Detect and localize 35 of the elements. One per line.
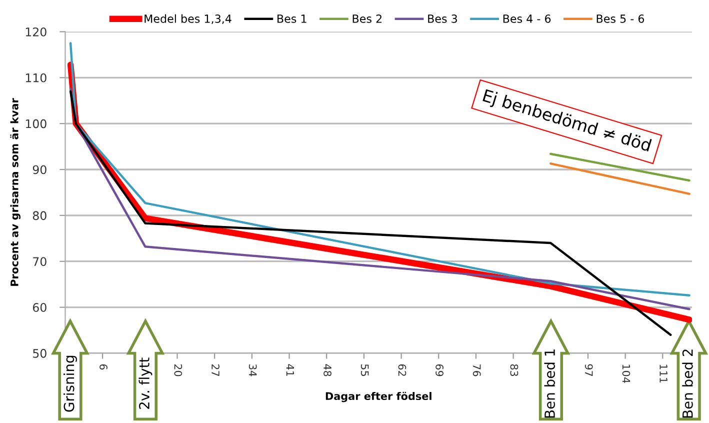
x-tick-label: 97 (584, 364, 593, 376)
y-tick-label: 90 (32, 165, 46, 174)
x-tick-label: 48 (324, 364, 332, 376)
y-tick-label: 110 (26, 73, 46, 82)
x-tick-label: 6 (100, 364, 108, 370)
y-tick-label: 70 (33, 257, 46, 266)
legend-label: Bes 2 (352, 14, 382, 23)
legend-label: Bes 5 - 6 (596, 14, 644, 23)
x-axis-title: Dagar efter födsel (326, 392, 432, 402)
legend-label: Bes 1 (278, 14, 306, 23)
legend-label: Bes 4 - 6 (503, 14, 551, 23)
x-tick-label: 76 (472, 364, 481, 376)
x-tick-label: 27 (212, 364, 220, 376)
x-tick-label: 34 (248, 364, 257, 376)
x-tick-label: 111 (660, 364, 668, 383)
text: 2v. flytt (138, 358, 152, 409)
x-tick-label: 69 (436, 364, 444, 376)
annotation: Ben bed 2 (682, 350, 693, 418)
text: Grisning (64, 356, 77, 412)
x-tick-label: 62 (398, 364, 406, 376)
y-tick-label: 50 (33, 348, 46, 358)
x-tick-label: 41 (286, 364, 294, 376)
line-series (69, 42, 690, 296)
x-tick-label: 55 (360, 364, 369, 376)
y-axis-title: Procent av grisarna som är kvar (10, 98, 20, 286)
y-tick-label: 100 (26, 119, 46, 128)
legend-label: Medel bes 1,3,4 (144, 14, 232, 24)
x-tick-label: 83 (510, 364, 518, 376)
x-tick-label: 104 (622, 364, 630, 383)
y-tick-label: 60 (32, 303, 46, 312)
annotation: Ben bed 1 (544, 350, 555, 418)
x-tick-label: 20 (174, 364, 182, 376)
y-tick-label: 80 (32, 211, 46, 220)
legend-label: Bes 3 (428, 14, 457, 23)
y-tick-label: 120 (26, 27, 46, 36)
